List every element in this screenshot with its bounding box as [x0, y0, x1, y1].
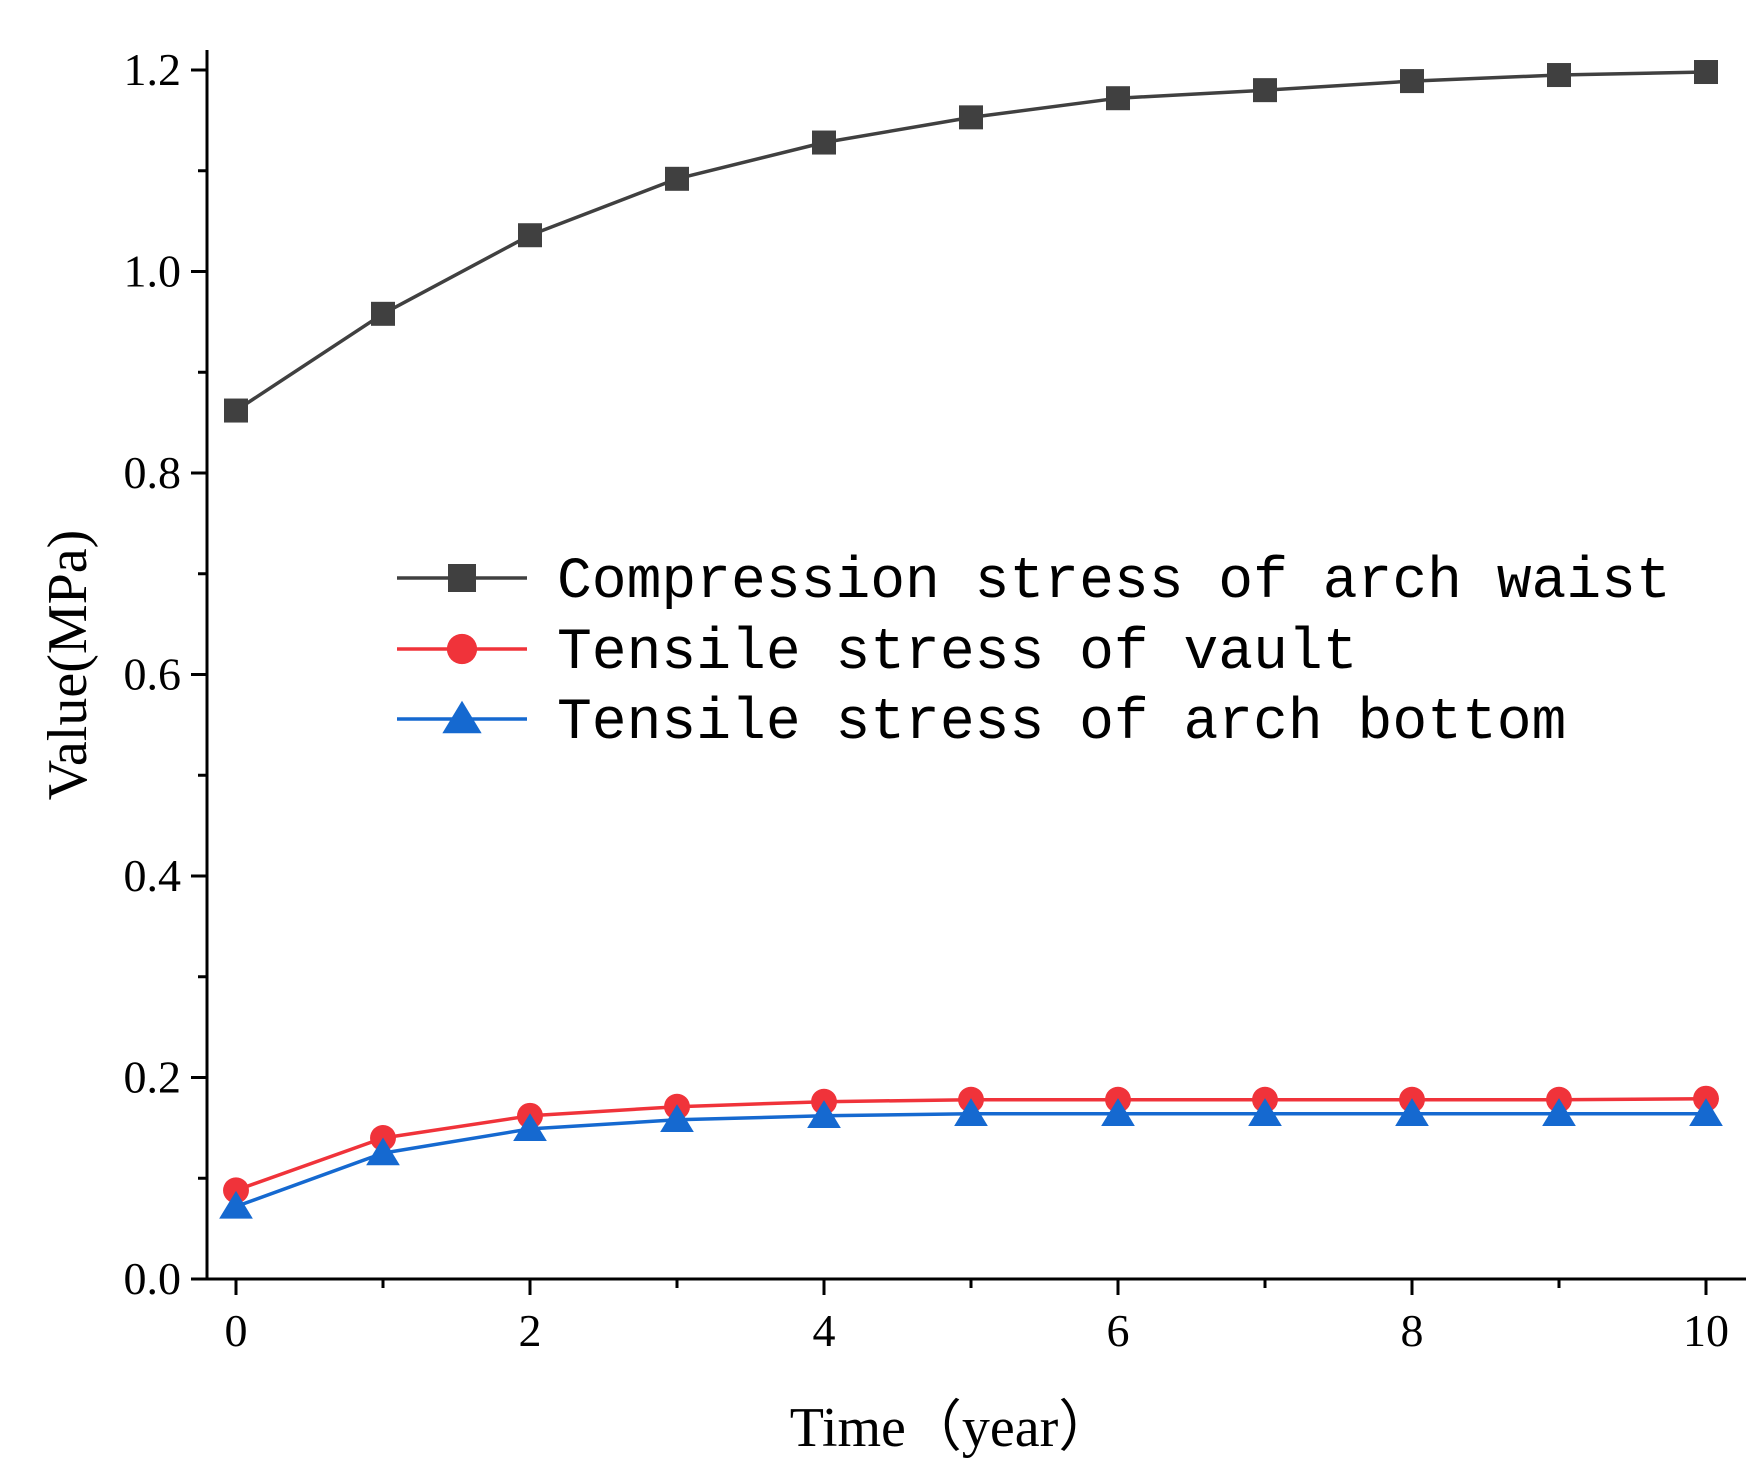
data-point-triangle: [366, 1137, 400, 1166]
x-tick-label: 10: [1683, 1305, 1729, 1356]
x-axis-title: Time（year）: [790, 1397, 1115, 1459]
data-point-triangle: [807, 1100, 841, 1128]
series-1: [224, 60, 1718, 423]
data-point-circle: [223, 1177, 249, 1204]
legend-marker-circle: [446, 633, 478, 665]
y-tick-label: 1.0: [124, 246, 182, 297]
data-point-square: [224, 398, 248, 423]
legend-marker-square: [448, 564, 476, 592]
x-tick-label: 6: [1107, 1305, 1130, 1356]
y-tick-label: 0.8: [124, 447, 182, 498]
data-point-triangle: [1689, 1098, 1723, 1126]
data-point-triangle: [1395, 1098, 1429, 1126]
data-point-square: [812, 130, 836, 155]
y-tick-label: 0.6: [124, 649, 182, 700]
legend-marker-triangle: [442, 700, 482, 734]
y-tick-label: 0.0: [124, 1253, 182, 1304]
y-tick-label: 0.2: [124, 1052, 182, 1103]
data-point-triangle: [1101, 1098, 1135, 1126]
axes: 0.0 0.2 0.4 0.6 0.8 1.0 1.2 0 2 4 6 8 10: [124, 44, 1746, 1356]
legend-item-1: Compression stress of arch waist: [397, 550, 1671, 615]
legend-item-2: Tensile stress of vault: [397, 621, 1358, 686]
data-point-square: [1400, 69, 1424, 94]
data-point-square: [518, 223, 542, 248]
x-tick-label: 0: [225, 1305, 248, 1356]
data-point-triangle: [1542, 1098, 1576, 1126]
data-point-square: [1106, 86, 1130, 111]
data-point-triangle: [1248, 1098, 1282, 1126]
data-point-square: [959, 105, 983, 130]
series-3: [219, 1098, 1723, 1219]
legend-label: Compression stress of arch waist: [557, 550, 1671, 615]
legend-label: Tensile stress of vault: [557, 621, 1358, 686]
x-tick-label: 4: [813, 1305, 836, 1356]
data-point-triangle: [219, 1190, 253, 1219]
data-point-square: [1253, 78, 1277, 103]
x-tick-label: 2: [519, 1305, 542, 1356]
legend-item-3: Tensile stress of arch bottom: [397, 691, 1566, 756]
y-tick-label: 1.2: [124, 44, 182, 95]
y-axis-title: Value(MPa): [37, 530, 99, 801]
legend-label: Tensile stress of arch bottom: [557, 691, 1566, 756]
data-point-square: [665, 166, 689, 191]
x-tick-label: 8: [1401, 1305, 1424, 1356]
y-tick-label: 0.4: [124, 850, 182, 901]
data-point-triangle: [954, 1098, 988, 1126]
data-point-square: [1547, 63, 1571, 88]
data-point-square: [371, 301, 395, 326]
legend: Compression stress of arch waistTensile …: [397, 550, 1671, 756]
data-point-triangle: [660, 1104, 694, 1132]
series-layer: [219, 60, 1723, 1219]
data-point-square: [1694, 60, 1718, 85]
data-point-triangle: [513, 1113, 547, 1142]
